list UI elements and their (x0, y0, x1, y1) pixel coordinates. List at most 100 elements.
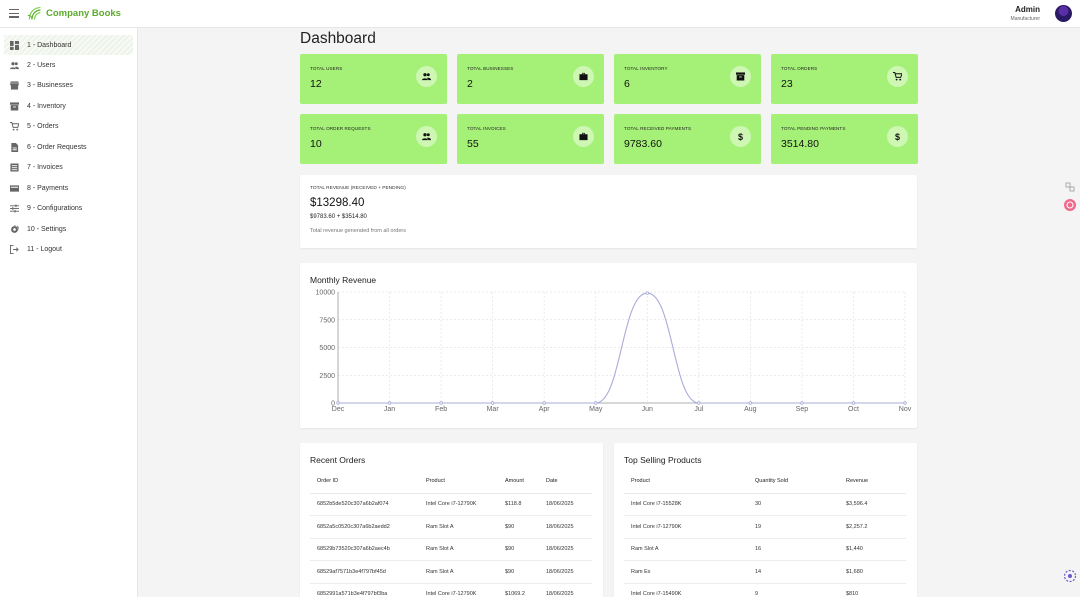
sidebar-item-payments[interactable]: 8 - Payments (4, 178, 133, 198)
column-header[interactable]: Product (624, 469, 748, 494)
top-bar: Company Books Admin Manufacturer (0, 0, 1080, 28)
recent-orders-table: Order ID Product Amount Date 6852b5de520… (310, 469, 592, 597)
table-row[interactable]: Intel Core i7-15490K 9 $810 (624, 583, 906, 597)
stat-label: TOTAL PENDING PAYMENTS (781, 126, 846, 131)
stat-label: TOTAL USERS (310, 66, 343, 71)
sidebar-item-label: 4 - Inventory (27, 102, 66, 110)
extension-icon[interactable] (1063, 198, 1077, 212)
order-product: Ram Slot A (419, 560, 498, 584)
quantity-sold: 19 (748, 515, 839, 539)
quantity-sold: 14 (748, 560, 839, 584)
product-revenue: $2,257.2 (839, 515, 906, 539)
sidebar-item-settings[interactable]: 10 - Settings (4, 219, 133, 239)
sidebar-item-orders[interactable]: 5 - Orders (4, 117, 133, 137)
store-icon (9, 81, 19, 91)
brand-name[interactable]: Company Books (46, 8, 121, 19)
company-logo[interactable] (26, 5, 43, 22)
top-products-table: Product Quantity Sold Revenue Intel Core… (624, 469, 906, 597)
x-tick-label: Jan (384, 406, 395, 413)
product-revenue: $3,596.4 (839, 493, 906, 516)
order-date: 18/06/2025 (539, 538, 592, 561)
stat-label: TOTAL ORDERS (781, 66, 818, 71)
product-revenue: $810 (839, 583, 906, 597)
stat-card-total-businesses[interactable]: TOTAL BUSINESSES 2 (457, 54, 604, 104)
sidebar-item-businesses[interactable]: 3 - Businesses (4, 76, 133, 96)
table-row[interactable]: Ram Ex 14 $1,680 (624, 560, 906, 584)
stat-card-total-invoices[interactable]: TOTAL INVOICES 55 (457, 114, 604, 164)
stat-card-total-order-requests[interactable]: TOTAL ORDER REQUESTS 10 (300, 114, 447, 164)
monthly-revenue-chart: 0 2500 5000 7500 10000 Dec Jan Feb Mar Apr May Jun J… (316, 290, 912, 414)
order-product: Intel Core i7-12790K (419, 493, 498, 516)
sidebar-item-label: 7 - Invoices (27, 164, 63, 171)
y-tick-label: 10000 (316, 290, 336, 297)
assistant-icon[interactable] (1063, 569, 1077, 583)
table-row[interactable]: 6852991a571b3e4f797bf3ba Intel Core i7-1… (310, 583, 592, 597)
column-header[interactable]: Revenue (839, 469, 906, 494)
table-row[interactable]: 6852a5c0520c307a6b2aedd2 Ram Slot A $90 … (310, 515, 592, 539)
menu-icon[interactable] (9, 9, 19, 18)
data-point (336, 401, 340, 405)
sidebar-item-configurations[interactable]: 9 - Configurations (4, 199, 133, 219)
user-role: Manufacturer (1010, 16, 1040, 22)
sidebar-item-label: 1 - Dashboard (27, 41, 72, 49)
sidebar-item-dashboard[interactable]: 1 - Dashboard (4, 35, 133, 55)
x-tick-label: Nov (899, 406, 912, 413)
table-row[interactable]: 68529b73520c307a6b2aec4b Ram Slot A $90 … (310, 538, 592, 561)
order-date: 18/06/2025 (539, 515, 592, 539)
table-row[interactable]: 6852b5de520c307a6b2af074 Intel Core i7-1… (310, 493, 592, 516)
x-tick-label: Apr (539, 406, 551, 413)
data-point (387, 401, 392, 405)
monthly-revenue-card: Monthly Revenue 0 2500 5000 7500 10000 Dec Jan… (300, 263, 917, 428)
briefcase-icon (573, 126, 594, 147)
sidebar-item-order-requests[interactable]: 6 - Order Requests (4, 137, 133, 157)
stat-card-total-received-payments[interactable]: TOTAL RECEIVED PAYMENTS 9783.60 $ (614, 114, 761, 164)
table-row[interactable]: Ram Slot A 16 $1,440 (624, 538, 906, 561)
stat-card-total-pending-payments[interactable]: TOTAL PENDING PAYMENTS 3514.80 $ (771, 114, 918, 164)
sidebar-item-logout[interactable]: 11 - Logout (4, 240, 133, 260)
table-row[interactable]: Intel Core i7-15528K 30 $3,596.4 (624, 493, 906, 516)
stat-card-total-users[interactable]: TOTAL USERS 12 (300, 54, 447, 104)
stat-card-total-orders[interactable]: TOTAL ORDERS 23 (771, 54, 918, 104)
column-header[interactable]: Date (539, 469, 592, 494)
stat-value: 23 (781, 78, 793, 90)
translate-icon[interactable] (1063, 180, 1077, 194)
stat-card-total-inventory[interactable]: TOTAL INVENTORY 6 (614, 54, 761, 104)
top-products-card: Top Selling Products Product Quantity So… (614, 443, 917, 597)
avatar[interactable] (1055, 5, 1072, 22)
users-icon (416, 126, 437, 147)
sidebar-item-inventory[interactable]: 4 - Inventory (4, 96, 133, 116)
product-name: Intel Core i7-12790K (624, 515, 748, 539)
chart-title: Monthly Revenue (310, 275, 377, 285)
data-point (903, 401, 907, 405)
column-header[interactable]: Order ID (310, 469, 419, 494)
column-header[interactable]: Amount (498, 469, 539, 494)
table-row[interactable]: Intel Core i7-12790K 19 $2,257.2 (624, 515, 906, 539)
order-date: 18/06/2025 (539, 560, 592, 584)
sliders-icon (9, 204, 19, 214)
sidebar-item-invoices[interactable]: 7 - Invoices (4, 158, 133, 178)
briefcase-icon (573, 66, 594, 87)
sidebar-item-users[interactable]: 2 - Users (4, 55, 133, 75)
product-name: Intel Core i7-15528K (624, 493, 748, 516)
revenue-label: TOTAL REVENUE (RECEIVED + PENDING) (310, 186, 406, 191)
page-title: Dashboard (300, 30, 376, 47)
order-amount: $118.8 (498, 493, 539, 516)
stat-value: 55 (467, 138, 479, 150)
data-point (490, 401, 495, 405)
column-header[interactable]: Quantity Sold (748, 469, 839, 494)
stat-value: 10 (310, 138, 322, 150)
revenue-breakdown: $9783.60 + $3514.80 (310, 214, 367, 220)
cart-icon (887, 66, 908, 87)
x-tick-label: Jul (694, 406, 703, 413)
order-id: 6852991a571b3e4f797bf3ba (310, 583, 419, 597)
sidebar: 1 - Dashboard 2 - Users 3 - Businesses 4… (0, 28, 138, 597)
column-header[interactable]: Product (419, 469, 498, 494)
order-product: Ram Slot A (419, 538, 498, 561)
data-point (800, 401, 804, 405)
order-amount: $90 (498, 560, 539, 584)
stat-label: TOTAL BUSINESSES (467, 66, 514, 71)
stat-label: TOTAL RECEIVED PAYMENTS (624, 126, 692, 131)
table-row[interactable]: 68529af7571b3e4f797bf45d Ram Slot A $90 … (310, 560, 592, 584)
gear-icon (9, 224, 19, 234)
product-name: Intel Core i7-15490K (624, 583, 748, 597)
